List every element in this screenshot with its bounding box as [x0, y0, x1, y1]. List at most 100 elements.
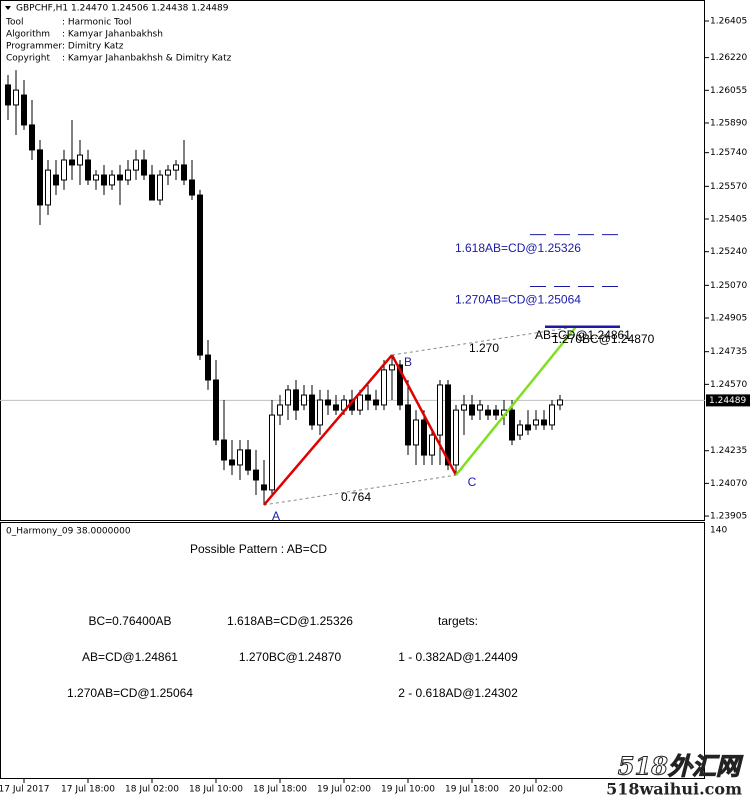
info-value: : Harmonic Tool — [62, 18, 132, 28]
x-tick-label: 17 Jul 2017 — [0, 785, 49, 795]
level-label: 1.270AB=CD@1.25064 — [455, 293, 581, 307]
candle-body — [317, 399, 323, 426]
candle-body — [557, 399, 563, 406]
candle-body — [13, 89, 19, 106]
y-tick-label: 1.26055 — [710, 86, 747, 96]
indicator-panel-frame — [0, 522, 705, 779]
level-label: AB=CD@1.24861 — [535, 328, 631, 342]
pattern-point-label: A — [272, 509, 280, 523]
candle-body — [61, 159, 67, 181]
info-label: Algorithm — [6, 30, 50, 40]
candle-body — [461, 404, 467, 411]
x-tick-label: 20 Jul 02:00 — [509, 785, 563, 795]
info-value: : Dimitry Katz — [62, 42, 124, 52]
candle-body — [213, 379, 219, 441]
info-label: Tool — [5, 18, 23, 28]
indicator-text: 1.618AB=CD@1.25326 — [227, 614, 353, 628]
info-label: Programmer — [6, 42, 62, 52]
last-price-box — [706, 394, 750, 407]
chart-title: GBPCHF,H1 1.24470 1.24506 1.24438 1.2448… — [16, 4, 229, 14]
candle-body — [517, 424, 523, 436]
candle-body — [277, 404, 283, 416]
indicator-text: 1.270BC@1.24870 — [239, 650, 342, 664]
info-label: Copyright — [6, 54, 50, 64]
candle-body — [245, 449, 251, 471]
candle-body — [493, 409, 499, 416]
candle-body — [301, 394, 307, 406]
info-value: : Kamyar Jahanbakhsh & Dimitry Katz — [62, 54, 232, 64]
candle-body — [229, 459, 235, 466]
y-tick-label: 1.25740 — [710, 148, 747, 158]
candle-body — [141, 159, 147, 176]
y-tick-label: 1.24570 — [710, 380, 747, 390]
candle-body — [309, 394, 315, 426]
indicator-text: 1.270AB=CD@1.25064 — [67, 686, 193, 700]
x-tick-label: 18 Jul 18:00 — [253, 785, 307, 795]
indicator-name: 0_Harmony_09 38.0000000 — [6, 527, 131, 537]
x-tick-label: 19 Jul 10:00 — [381, 785, 435, 795]
indicator-text: targets: — [438, 614, 478, 628]
candle-body — [357, 394, 363, 411]
ac-dashed-line — [263, 474, 457, 506]
bc-leg — [390, 354, 458, 476]
candle-body — [93, 174, 99, 181]
main-panel-frame — [0, 0, 705, 521]
indicator-text: 2 - 0.618AD@1.24302 — [398, 686, 518, 700]
candle-body — [381, 369, 387, 406]
indicator-text: AB=CD@1.24861 — [82, 650, 178, 664]
y-tick-label: 1.24735 — [710, 347, 747, 357]
candle-body — [333, 404, 339, 411]
candle-body — [549, 404, 555, 426]
x-tick-label: 19 Jul 02:00 — [317, 785, 371, 795]
candle-body — [325, 399, 331, 406]
candle-body — [525, 424, 531, 431]
watermark-url: 518waihui.com — [606, 780, 742, 799]
info-value: : Kamyar Jahanbakhsh — [62, 30, 163, 40]
candle-body — [53, 174, 59, 186]
dropdown-icon[interactable] — [5, 6, 11, 10]
candle-body — [157, 174, 163, 201]
candle-body — [117, 174, 123, 181]
candle-body — [469, 404, 475, 416]
candle-body — [197, 194, 203, 356]
y-tick-label: 1.25240 — [710, 247, 747, 257]
y-tick-label: 1.26405 — [710, 16, 747, 26]
candle-body — [109, 174, 115, 186]
ab-leg — [263, 354, 393, 506]
level-label: 1.618AB=CD@1.25326 — [455, 241, 581, 255]
last-price-label: 1.24489 — [709, 396, 746, 406]
bd-dashed-line — [391, 326, 577, 356]
candle-body — [269, 414, 275, 491]
y-tick-label: 1.26220 — [710, 53, 747, 63]
y-tick-label: 1.24905 — [710, 314, 747, 324]
x-tick-label: 19 Jul 18:00 — [445, 785, 499, 795]
candle-body — [189, 179, 195, 196]
candle-body — [533, 419, 539, 426]
candle-body — [253, 469, 259, 481]
candle-body — [77, 154, 83, 166]
candle-body — [293, 389, 299, 411]
y-tick-label: 1.25890 — [710, 118, 747, 128]
candle-body — [509, 409, 515, 441]
y-tick-label: 1.25570 — [710, 182, 747, 192]
pattern-point-label: B — [404, 355, 412, 369]
level-label: 1.270BC@1.24870 — [552, 332, 655, 346]
candle-body — [173, 164, 179, 171]
candle-body — [21, 94, 27, 126]
x-tick-label: 18 Jul 10:00 — [189, 785, 243, 795]
candle-body — [125, 169, 131, 181]
candle-body — [45, 169, 51, 206]
indicator-scale-label: 140 — [710, 526, 727, 536]
candle-body — [421, 419, 427, 456]
candle-body — [429, 434, 435, 456]
candle-body — [37, 149, 43, 206]
watermark-title: 518外汇网 — [618, 752, 744, 781]
pattern-point-label: C — [468, 475, 477, 489]
x-tick-label: 17 Jul 18:00 — [61, 785, 115, 795]
candle-body — [437, 384, 443, 436]
candle-body — [453, 409, 459, 466]
candle-body — [261, 484, 267, 491]
y-tick-label: 1.23905 — [710, 512, 747, 522]
candle-body — [485, 409, 491, 416]
